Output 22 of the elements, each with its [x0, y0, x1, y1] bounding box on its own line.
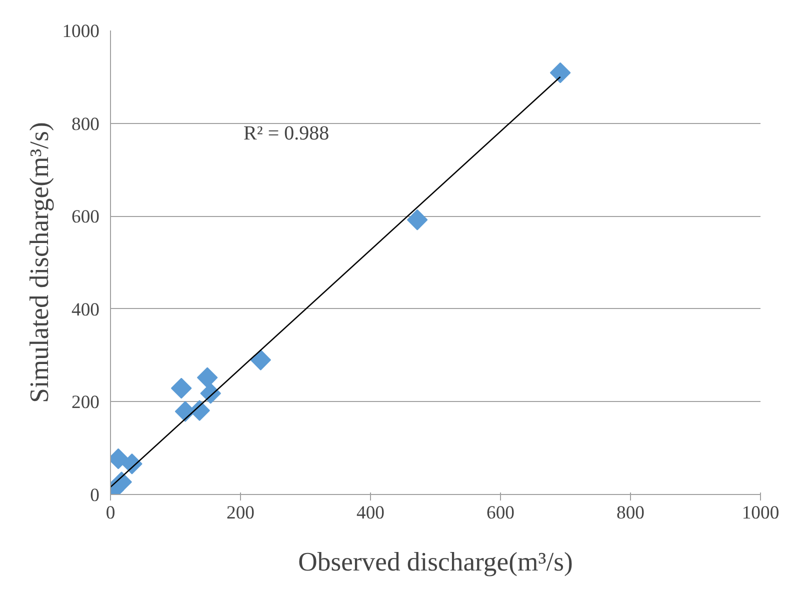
y-tick-label: 600: [72, 206, 100, 228]
y-tick-label: 0: [90, 485, 100, 506]
point: [122, 453, 142, 474]
x-tick-label: 800: [616, 502, 644, 524]
point: [406, 209, 428, 230]
x-tick-label: 200: [226, 502, 254, 524]
y-tick-label: 1000: [62, 21, 100, 42]
y-axis-title: Simulated discharge(m³/s): [24, 122, 54, 403]
x-axis-title: Observed discharge(m³/s): [298, 546, 573, 576]
annotation: R² = 0.988: [244, 122, 330, 144]
x-tick-label: 0: [106, 502, 116, 524]
y-tick-label: 200: [72, 392, 100, 414]
point: [200, 382, 221, 404]
x-tick-label: 400: [356, 502, 384, 524]
y-tick-label: 800: [72, 114, 100, 135]
point: [550, 62, 571, 84]
point: [250, 350, 272, 370]
point: [196, 367, 218, 388]
point: [170, 378, 192, 399]
x-tick-label: 1000: [742, 502, 780, 524]
x-tick-label: 600: [486, 502, 514, 524]
y-tick-label: 400: [72, 299, 100, 320]
